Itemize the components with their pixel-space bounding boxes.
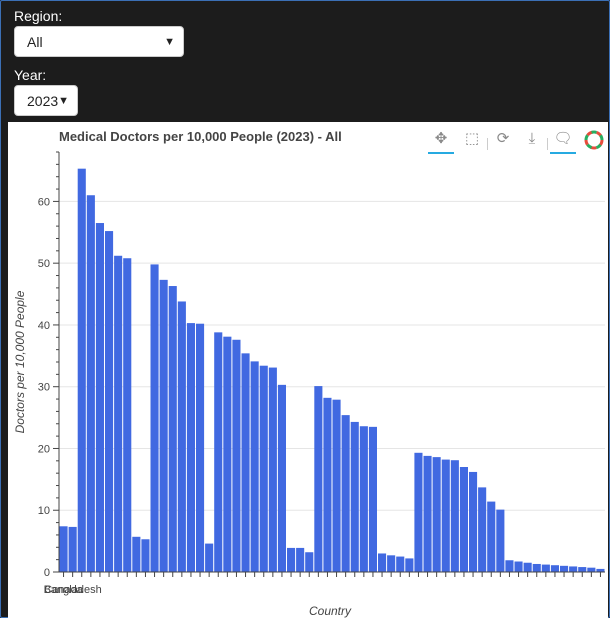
bar[interactable]	[132, 536, 141, 572]
bar[interactable]	[560, 565, 569, 572]
bar[interactable]	[350, 421, 359, 572]
bar[interactable]	[168, 286, 177, 572]
bar[interactable]	[141, 539, 150, 572]
year-label: Year:	[14, 67, 47, 83]
bar[interactable]	[441, 459, 450, 572]
bar[interactable]	[496, 509, 505, 572]
reset-icon[interactable]: ⟳	[496, 130, 510, 147]
bar[interactable]	[68, 526, 77, 572]
bar[interactable]	[250, 361, 259, 572]
chevron-down-icon: ▼	[58, 95, 69, 107]
bar[interactable]	[423, 455, 432, 572]
bar[interactable]	[186, 323, 195, 572]
bar[interactable]	[150, 264, 159, 572]
bar[interactable]	[378, 553, 387, 572]
bar[interactable]	[95, 223, 104, 572]
region-select[interactable]: All ▼	[14, 26, 184, 57]
y-tick-label: 50	[38, 258, 50, 270]
bar[interactable]	[305, 552, 314, 572]
y-tick-label: 60	[38, 196, 50, 208]
bar[interactable]	[86, 195, 95, 572]
bar[interactable]	[214, 332, 223, 572]
bar[interactable]	[450, 460, 459, 572]
bar[interactable]	[277, 384, 286, 572]
y-tick-label: 20	[38, 443, 50, 455]
box-zoom-icon[interactable]: ⬚	[464, 130, 480, 147]
bar[interactable]	[387, 555, 396, 572]
save-icon[interactable]: ⤓	[528, 130, 536, 147]
bar[interactable]	[205, 543, 214, 572]
toolbar-divider	[487, 138, 488, 150]
bar[interactable]	[514, 561, 523, 573]
bar[interactable]	[59, 526, 68, 572]
bar[interactable]	[105, 231, 114, 572]
bar[interactable]	[487, 501, 496, 572]
bar[interactable]	[314, 386, 323, 572]
bar[interactable]	[287, 547, 296, 572]
y-tick-label: 40	[38, 320, 50, 332]
bar[interactable]	[396, 556, 405, 572]
bar[interactable]	[259, 365, 268, 572]
bar[interactable]	[296, 547, 305, 572]
bar[interactable]	[332, 399, 341, 572]
bar[interactable]	[159, 279, 168, 572]
chevron-down-icon: ▼	[164, 36, 175, 48]
y-tick-label: 10	[38, 505, 50, 517]
bar[interactable]	[569, 566, 578, 572]
bar[interactable]	[114, 255, 123, 572]
bar[interactable]	[341, 415, 350, 572]
region-label: Region:	[14, 8, 63, 24]
bar[interactable]	[578, 567, 587, 572]
hover-icon[interactable]: 🗨	[550, 128, 576, 154]
bar[interactable]	[478, 487, 487, 572]
bar[interactable]	[505, 560, 514, 572]
bar[interactable]	[323, 397, 332, 572]
bar[interactable]	[469, 471, 478, 572]
bar[interactable]	[123, 258, 132, 572]
bar[interactable]	[414, 452, 423, 572]
y-axis-label: Doctors per 10,000 People	[13, 290, 27, 433]
bar[interactable]	[359, 426, 368, 572]
y-tick-label: 0	[44, 567, 50, 579]
x-tick-label: Bangladesh	[44, 584, 102, 596]
toolbar-divider	[547, 138, 548, 150]
x-axis-label: Country	[309, 604, 352, 618]
pan-icon[interactable]: ✥	[428, 128, 454, 154]
bar[interactable]	[541, 564, 550, 572]
chart-panel: Medical Doctors per 10,000 People (2023)…	[8, 122, 608, 618]
bar[interactable]	[223, 336, 232, 572]
bar[interactable]	[459, 467, 468, 572]
bar[interactable]	[77, 168, 86, 573]
bar[interactable]	[232, 339, 241, 572]
chart-title: Medical Doctors per 10,000 People (2023)…	[59, 129, 342, 144]
bar[interactable]	[368, 426, 377, 572]
year-select[interactable]: 2023 ▼	[14, 85, 78, 116]
bar[interactable]	[550, 565, 559, 572]
bar[interactable]	[241, 353, 250, 572]
bokeh-logo-icon[interactable]	[581, 128, 607, 152]
y-tick-label: 30	[38, 382, 50, 394]
bar[interactable]	[432, 457, 441, 572]
x-tick-label: Canada	[44, 584, 83, 596]
bar[interactable]	[523, 562, 532, 572]
bar[interactable]	[177, 301, 186, 572]
year-select-value: 2023	[27, 93, 59, 109]
bar[interactable]	[405, 558, 414, 572]
bar[interactable]	[596, 568, 605, 572]
bar[interactable]	[196, 323, 205, 572]
bar[interactable]	[532, 563, 541, 572]
bar[interactable]	[587, 567, 596, 572]
bar[interactable]	[268, 367, 277, 572]
region-select-value: All	[27, 34, 43, 50]
